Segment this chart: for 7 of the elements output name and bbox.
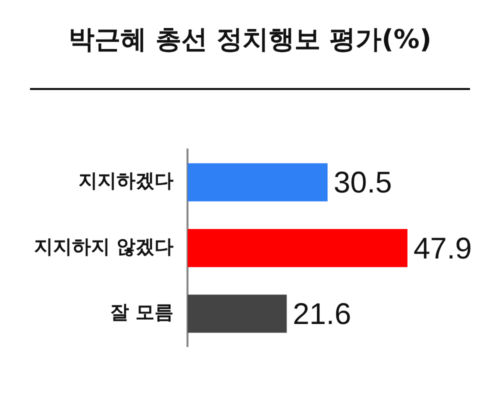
data-label: 21.6 <box>292 298 352 331</box>
data-label: 47.9 <box>413 232 472 266</box>
y-tick-label: 잘 모름 <box>110 302 174 324</box>
y-tick-label: 지지하지 않겠다 <box>34 236 174 258</box>
chart-title: 박근혜 총선 정치행보 평가(%) <box>68 24 432 57</box>
y-tick-label: 지지하겠다 <box>78 170 174 192</box>
data-label: 30.5 <box>334 166 392 200</box>
